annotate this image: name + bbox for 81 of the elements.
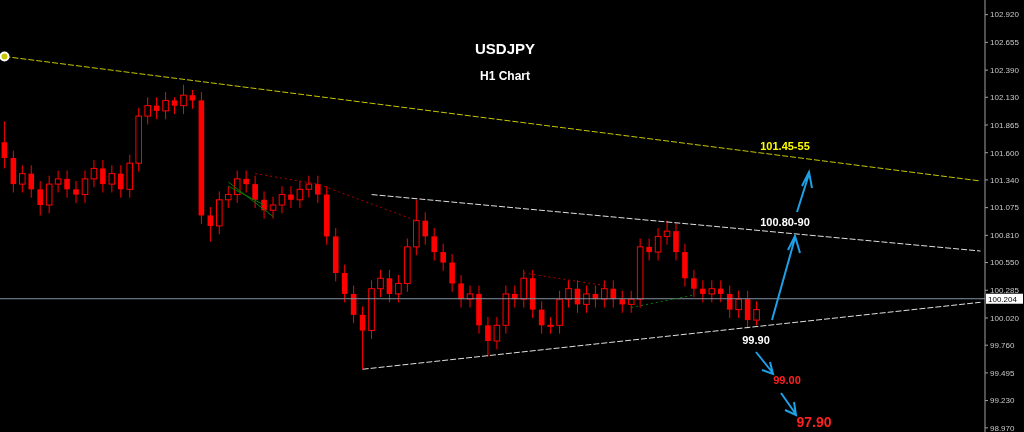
candlestick <box>243 170 249 193</box>
annotation: 99.90 <box>742 334 770 346</box>
candlestick <box>735 290 742 319</box>
y-tick-label: 101.075 <box>990 203 1020 213</box>
y-tick-label: 102.390 <box>990 65 1020 75</box>
candlestick <box>395 274 402 303</box>
candlestick <box>108 164 116 193</box>
text: USDJPY <box>474 40 536 57</box>
y-tick-label: 102.920 <box>990 10 1020 20</box>
candlestick <box>90 159 98 188</box>
candlestick <box>744 290 751 329</box>
candlestick <box>520 269 528 309</box>
candlestick <box>296 180 304 209</box>
candlestick <box>431 227 438 261</box>
y-tick-label: 98.970 <box>990 423 1016 432</box>
candlestick <box>278 185 286 214</box>
candlestick <box>377 269 384 298</box>
annotation: 99.00 <box>773 374 801 386</box>
candlestick <box>162 91 169 120</box>
candlestick <box>753 300 760 326</box>
candlestick <box>646 237 652 261</box>
y-tick-label: 100.285 <box>990 286 1020 296</box>
candlestick <box>269 196 277 220</box>
candlestick <box>100 159 106 193</box>
annotation: 97.90 <box>796 414 832 430</box>
candlestick <box>449 253 455 293</box>
candlestick <box>288 185 294 209</box>
candlestick <box>619 290 626 314</box>
candlestick <box>224 185 232 209</box>
candlestick <box>252 175 258 209</box>
y-tick-label: 101.865 <box>990 120 1020 130</box>
candlestick <box>673 222 679 261</box>
candlestick <box>359 305 366 370</box>
y-tick-label: 99.230 <box>990 396 1016 406</box>
y-tick-label: 101.340 <box>990 175 1020 185</box>
candlestick <box>180 84 187 115</box>
candlestick <box>717 279 724 303</box>
candlestick <box>583 285 590 314</box>
candlestick <box>207 206 214 243</box>
candlestick <box>37 180 44 216</box>
candlestick <box>663 220 671 246</box>
candlestick <box>315 175 321 204</box>
annotation: 101.45-55 <box>760 140 810 152</box>
y-tick-label: 102.655 <box>990 38 1020 48</box>
candlestick <box>485 316 491 358</box>
candlestick <box>144 96 151 125</box>
ref-line-label: 100.204 <box>988 294 1018 304</box>
y-tick-label: 101.600 <box>990 148 1020 158</box>
candlestick <box>19 164 26 193</box>
candlestick <box>601 279 608 309</box>
y-tick-label: 99.760 <box>990 341 1016 351</box>
candlestick <box>386 269 393 303</box>
y-tick-label: 100.550 <box>990 258 1020 268</box>
candlestick <box>1 120 8 169</box>
candlestick <box>708 279 716 303</box>
y-tick-label: 99.495 <box>990 368 1016 378</box>
y-tick-label: 100.020 <box>990 313 1020 323</box>
candlestick <box>691 269 697 298</box>
candlestick <box>466 285 474 309</box>
candlestick <box>54 170 62 193</box>
candlestick <box>422 211 429 246</box>
candlestick <box>73 180 79 204</box>
y-tick-label: 102.130 <box>990 93 1020 103</box>
text: H1 Chart <box>479 69 531 83</box>
annotation: 100.80-90 <box>760 216 810 228</box>
candlestick <box>28 164 35 199</box>
candlestick <box>654 227 662 261</box>
candlestick <box>440 243 446 272</box>
candlestick <box>627 290 635 314</box>
candlestick <box>458 274 464 309</box>
candlestick <box>118 164 124 199</box>
candlestick <box>45 175 53 214</box>
y-tick-label: 100.810 <box>990 231 1020 241</box>
candlestick <box>726 285 733 319</box>
candlestick <box>341 264 348 303</box>
candlestick <box>700 279 706 303</box>
candlestick <box>493 316 501 350</box>
candlestick <box>565 279 572 309</box>
candlestick <box>81 170 89 204</box>
candlestick <box>64 170 70 199</box>
candlestick <box>305 175 313 199</box>
